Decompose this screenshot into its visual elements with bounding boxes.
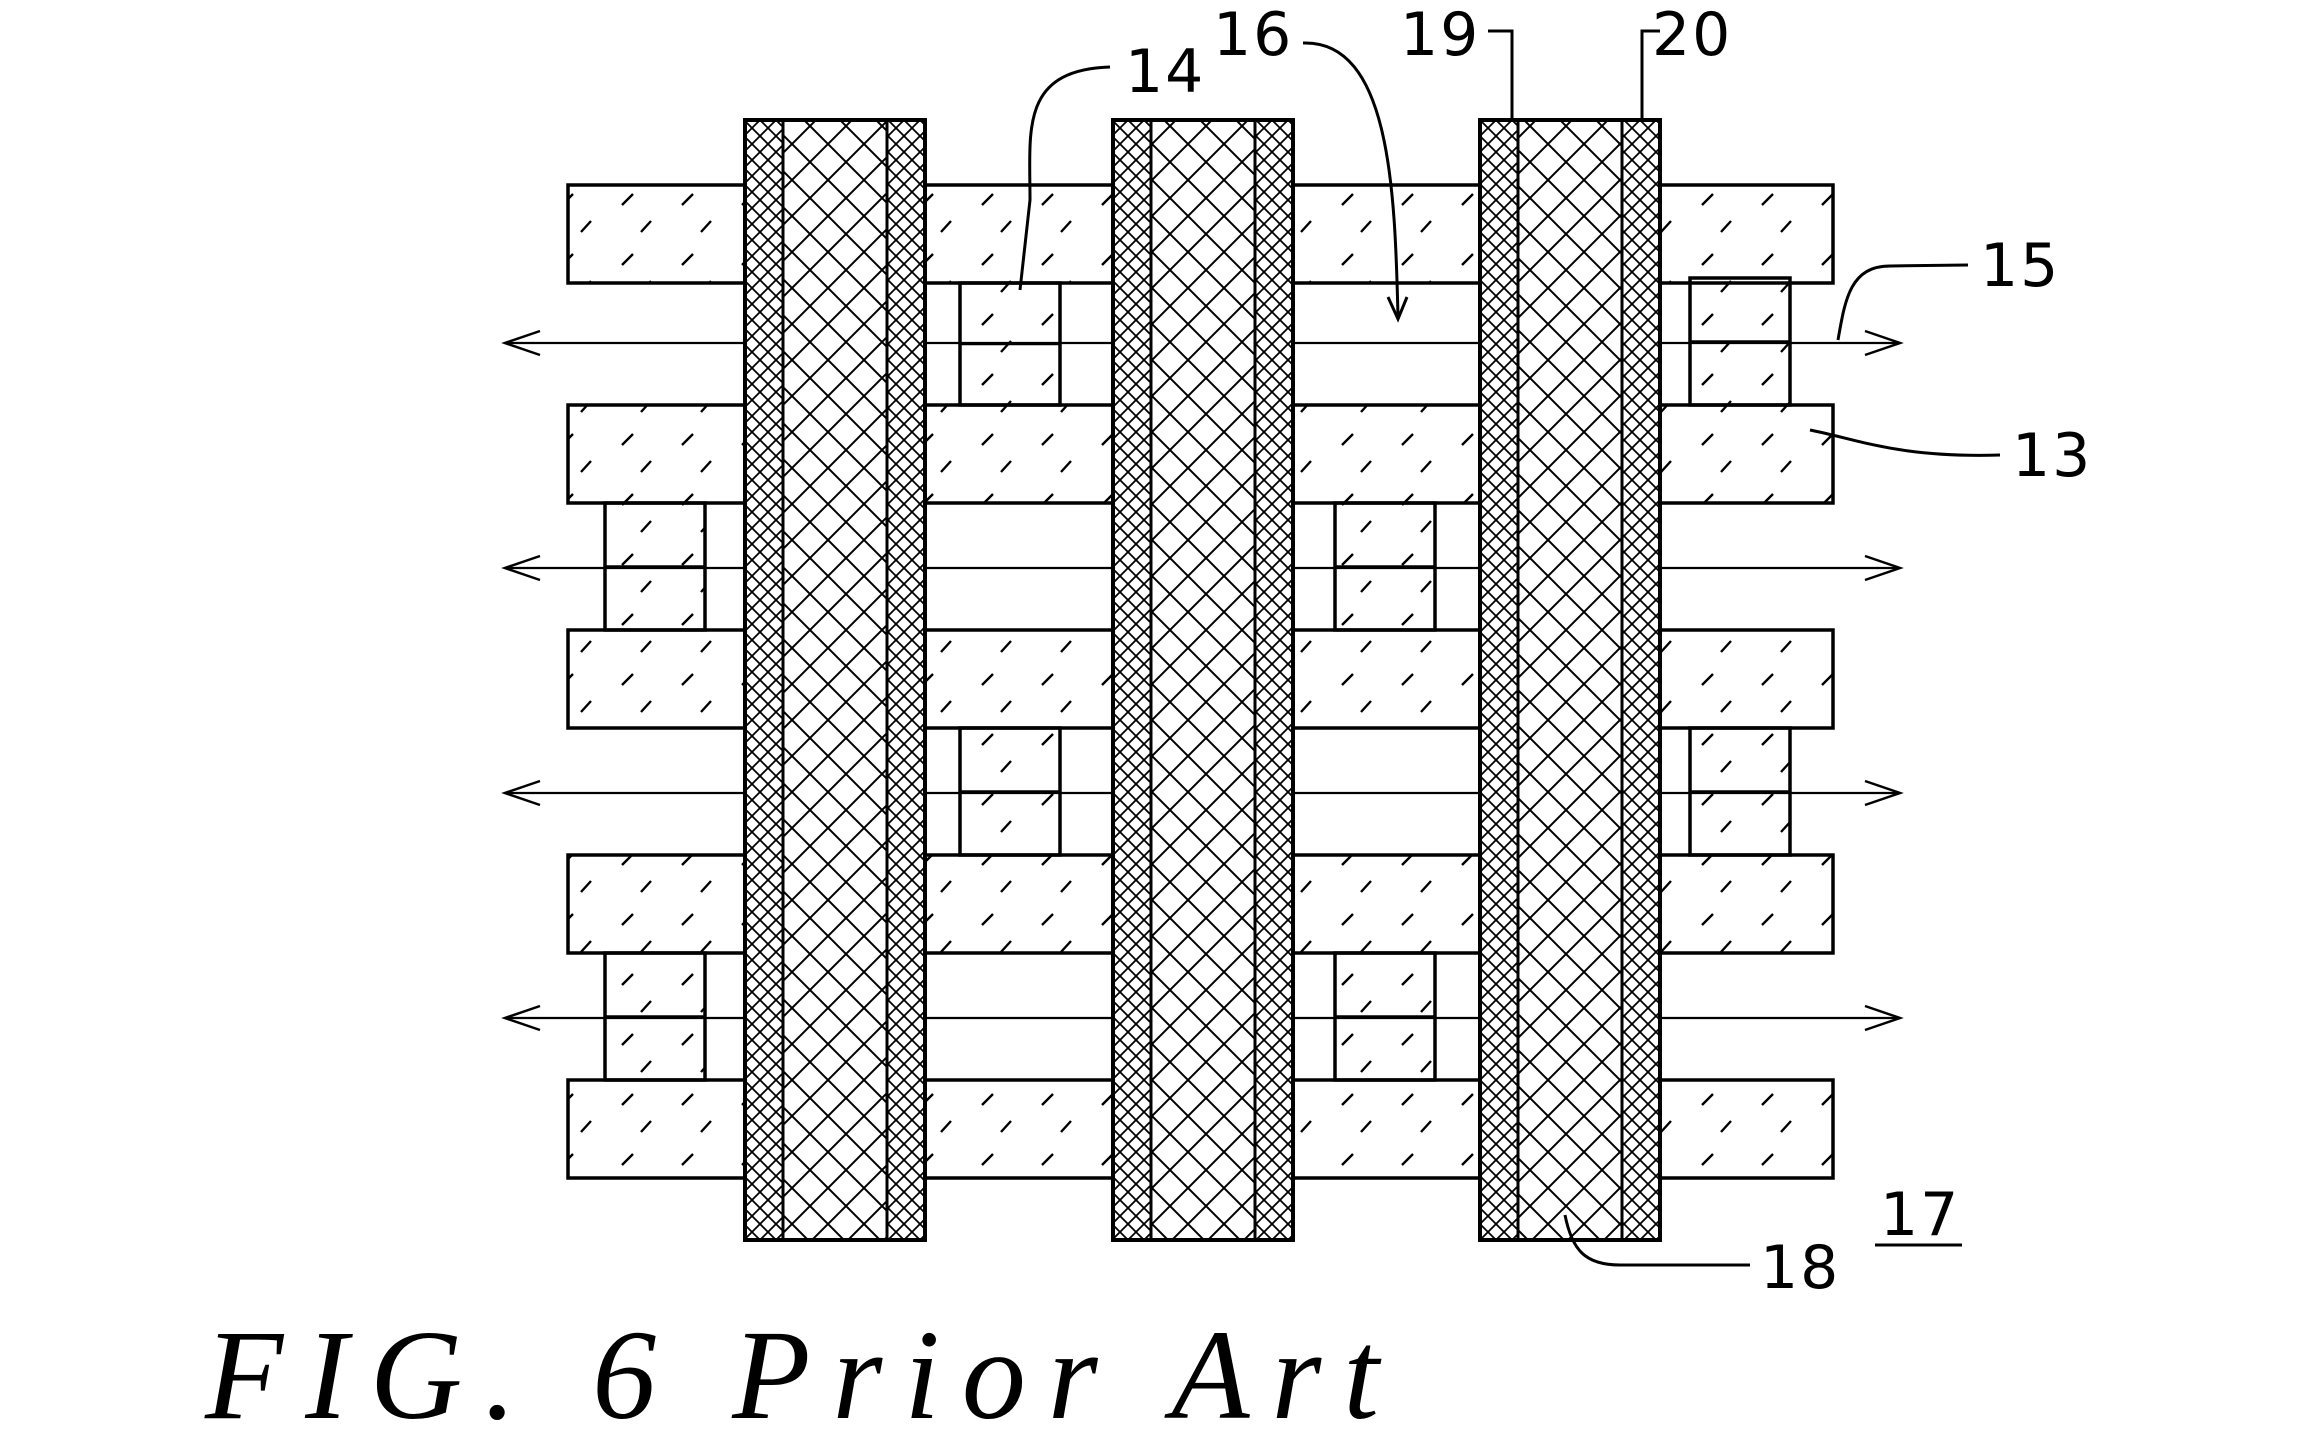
label-16: 16 [1213,0,1293,70]
label-17: 17 [1880,1180,1960,1250]
column-border-left-2 [1111,118,1153,1242]
leader-16-arrowhead [1386,296,1409,323]
column-border-left-1 [743,118,785,1242]
arrow-head-right-2 [1864,554,1904,582]
column-outline-1 [743,118,927,1242]
leader-14 [1018,65,1111,291]
arrow-head-right-3 [1864,779,1904,807]
leader-20 [1640,29,1660,120]
arrow-head-right-4 [1864,1004,1904,1032]
leader-lines [1018,29,2001,1267]
arrow-head-left-4 [501,1004,541,1032]
leader-15 [1836,263,1969,341]
column-core-2 [1149,118,1257,1242]
leader-18 [1563,1214,1750,1267]
arrow-head-left-1 [501,329,541,357]
column-border-right-3 [1620,118,1662,1242]
column-core-1 [781,118,889,1242]
label-13: 13 [2012,421,2092,491]
column-border-right-1 [885,118,927,1242]
vertical-columns [743,118,1662,1242]
column-border-right-2 [1253,118,1295,1242]
leader-19 [1488,29,1514,120]
arrow-head-left-2 [501,554,541,582]
column-core-3 [1516,118,1624,1242]
leader-16 [1302,41,1400,318]
label-14: 14 [1125,37,1205,107]
column-outline-2 [1111,118,1295,1242]
arrow-head-right-1 [1864,329,1904,357]
arrow-head-left-3 [501,779,541,807]
leader-13 [1809,428,2001,457]
connector-blocks [603,276,1792,1082]
column-outline-3 [1478,118,1662,1242]
label-19: 19 [1400,0,1480,70]
label-18: 18 [1760,1233,1840,1303]
figure-caption: FIG. 6 Prior Art [204,1304,1401,1446]
column-border-left-3 [1478,118,1520,1242]
label-15: 15 [1980,231,2060,301]
label-20: 20 [1652,0,1732,70]
